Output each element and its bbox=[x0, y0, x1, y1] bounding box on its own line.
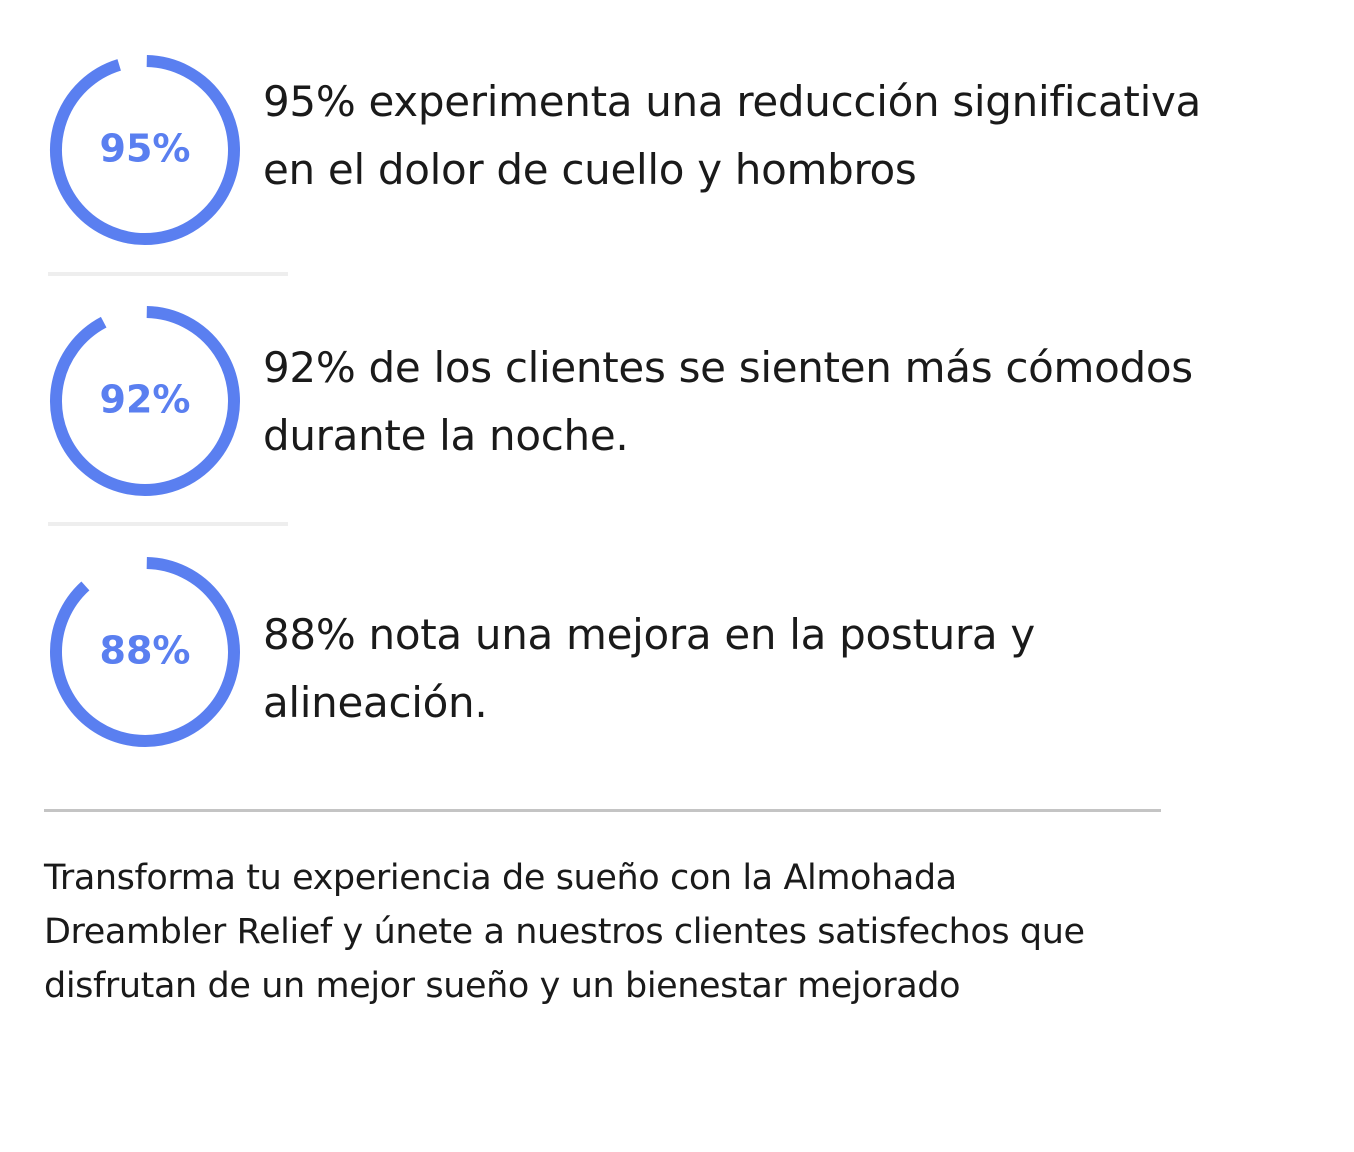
progress-ring-label: 88% bbox=[100, 629, 191, 673]
stat-description: 92% de los clientes se sienten más cómod… bbox=[263, 334, 1323, 470]
stat-description-line-2: alineación. bbox=[263, 678, 488, 727]
stat-description: 95% experimenta una reducción significat… bbox=[263, 68, 1323, 204]
progress-ring-graphic: 95% bbox=[50, 55, 240, 245]
progress-ring-graphic: 92% bbox=[50, 306, 240, 496]
progress-ring: 95% bbox=[48, 53, 242, 247]
stat-divider bbox=[48, 272, 288, 276]
footer-line-1: Transforma tu experiencia de sueño con l… bbox=[44, 858, 957, 898]
section-divider bbox=[44, 809, 1161, 812]
progress-ring: 88% bbox=[48, 555, 242, 749]
stat-description: 88% nota una mejora en la postura y alin… bbox=[263, 601, 1323, 737]
stat-description-line-2: durante la noche. bbox=[263, 411, 629, 460]
footer-description: Transforma tu experiencia de sueño con l… bbox=[44, 851, 1244, 1013]
progress-ring-arc bbox=[50, 306, 240, 496]
progress-ring-label: 92% bbox=[100, 378, 191, 422]
stat-description-line-1: 92% de los clientes se sienten más cómod… bbox=[263, 343, 1193, 392]
footer-line-2: Dreambler Relief y únete a nuestros clie… bbox=[44, 912, 1085, 952]
stat-description-line-1: 95% experimenta una reducción significat… bbox=[263, 77, 1201, 126]
progress-ring-graphic: 88% bbox=[50, 557, 240, 747]
stat-description-line-2: en el dolor de cuello y hombros bbox=[263, 145, 917, 194]
footer-line-3: disfrutan de un mejor sueño y un bienest… bbox=[44, 966, 961, 1006]
progress-ring-arc bbox=[50, 55, 240, 245]
progress-ring-arc bbox=[50, 557, 240, 747]
stat-divider bbox=[48, 522, 288, 526]
stat-description-line-1: 88% nota una mejora en la postura y bbox=[263, 610, 1035, 659]
progress-ring-label: 95% bbox=[100, 127, 191, 171]
progress-ring: 92% bbox=[48, 304, 242, 498]
